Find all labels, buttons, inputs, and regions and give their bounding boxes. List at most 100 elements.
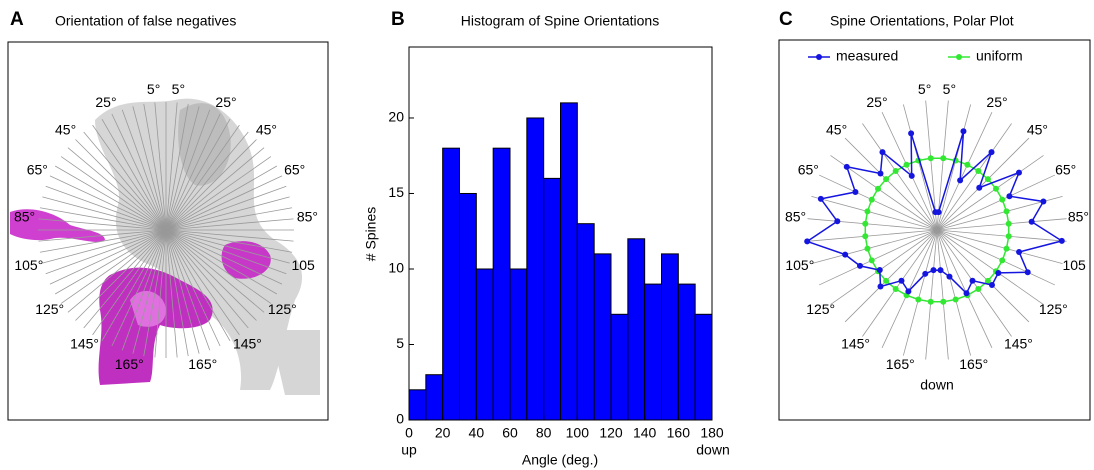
- spoke: [165, 229, 249, 329]
- angle-label: 165°: [959, 356, 988, 372]
- spoke: [165, 207, 293, 231]
- annotation: up: [401, 442, 417, 458]
- angle-label: 5°: [918, 81, 931, 97]
- bar: [593, 253, 612, 421]
- angle-label: 105°: [14, 257, 43, 273]
- angle-label: 125°: [806, 301, 835, 317]
- point: [879, 149, 886, 156]
- angle-label: 105: [1062, 257, 1086, 273]
- magenta-spine: [10, 209, 105, 242]
- point: [817, 195, 824, 202]
- spoke: [49, 175, 167, 231]
- point: [1016, 248, 1023, 255]
- point: [975, 285, 982, 292]
- point: [843, 163, 850, 170]
- angle-label: 85°: [14, 209, 35, 225]
- spoke: [165, 229, 278, 295]
- point: [988, 149, 995, 156]
- point: [946, 273, 953, 280]
- angle-label: 5°: [943, 81, 956, 97]
- point: [898, 277, 905, 284]
- y-tick-label: 20: [388, 109, 404, 125]
- spoke: [67, 147, 167, 231]
- bar: [526, 117, 545, 421]
- point: [1006, 193, 1013, 200]
- point: [963, 290, 970, 297]
- spoke: [165, 113, 221, 231]
- spoke: [165, 229, 240, 336]
- point: [883, 277, 890, 284]
- angle-label: 125°: [268, 301, 297, 317]
- spoke: [165, 139, 257, 231]
- bar: [610, 313, 629, 421]
- spoke: [844, 137, 938, 231]
- point: [992, 185, 999, 192]
- point: [852, 188, 859, 195]
- spoke: [42, 196, 167, 231]
- point: [927, 155, 934, 162]
- angle-label: 125°: [35, 301, 64, 317]
- spoke: [121, 229, 167, 351]
- angle-label: 45°: [55, 122, 76, 138]
- point: [862, 233, 869, 240]
- spoke: [60, 156, 167, 231]
- point: [864, 208, 871, 215]
- spoke: [132, 106, 167, 231]
- point: [927, 298, 934, 305]
- spoke: [936, 137, 1030, 231]
- point: [903, 161, 910, 168]
- spoke: [54, 229, 167, 295]
- angle-label: 25°: [986, 94, 1007, 110]
- spoke: [92, 124, 167, 231]
- spoke: [121, 109, 167, 231]
- point: [868, 196, 875, 203]
- spoke: [165, 109, 211, 231]
- point: [995, 269, 1002, 276]
- spoke: [165, 229, 257, 321]
- angle-label: 145°: [841, 335, 870, 351]
- spoke: [165, 156, 272, 231]
- bar: [475, 268, 494, 421]
- angle-label: 5°: [172, 81, 185, 97]
- spoke: [165, 124, 240, 231]
- spoke: [60, 229, 167, 304]
- bar: [509, 268, 528, 421]
- magenta-highlight: [130, 290, 166, 327]
- angle-label: 65°: [284, 162, 305, 178]
- spoke: [83, 131, 167, 231]
- spoke: [936, 218, 1067, 231]
- panel-label: A: [10, 9, 24, 30]
- bar: [560, 102, 578, 421]
- spoke: [42, 229, 167, 264]
- x-tick-label: 160: [667, 425, 691, 441]
- y-tick-label: 10: [388, 260, 404, 276]
- spoke: [54, 165, 167, 231]
- point: [999, 196, 1006, 203]
- spoke: [165, 229, 287, 275]
- spoke: [936, 155, 1044, 231]
- x-tick-label: 60: [502, 425, 518, 441]
- point: [976, 184, 983, 191]
- bar: [425, 374, 444, 421]
- spoke: [165, 175, 283, 231]
- spoke: [165, 229, 293, 253]
- point: [868, 257, 875, 264]
- spoke: [165, 218, 294, 231]
- spoke: [936, 229, 1063, 265]
- spoke: [936, 229, 949, 360]
- x-tick-label: 180: [700, 425, 724, 441]
- angle-label: 145°: [233, 335, 262, 351]
- point: [908, 130, 915, 137]
- spoke: [165, 229, 294, 242]
- spoke: [38, 218, 167, 231]
- x-tick-label: 100: [566, 425, 590, 441]
- spoke: [936, 104, 972, 231]
- panel-label: C: [779, 9, 793, 30]
- panel-label: B: [391, 9, 405, 30]
- angle-label: 125°: [1039, 301, 1068, 317]
- point: [930, 267, 937, 274]
- spoke: [830, 229, 938, 305]
- point: [862, 220, 869, 227]
- spoke: [936, 174, 1055, 231]
- spoke: [154, 102, 167, 231]
